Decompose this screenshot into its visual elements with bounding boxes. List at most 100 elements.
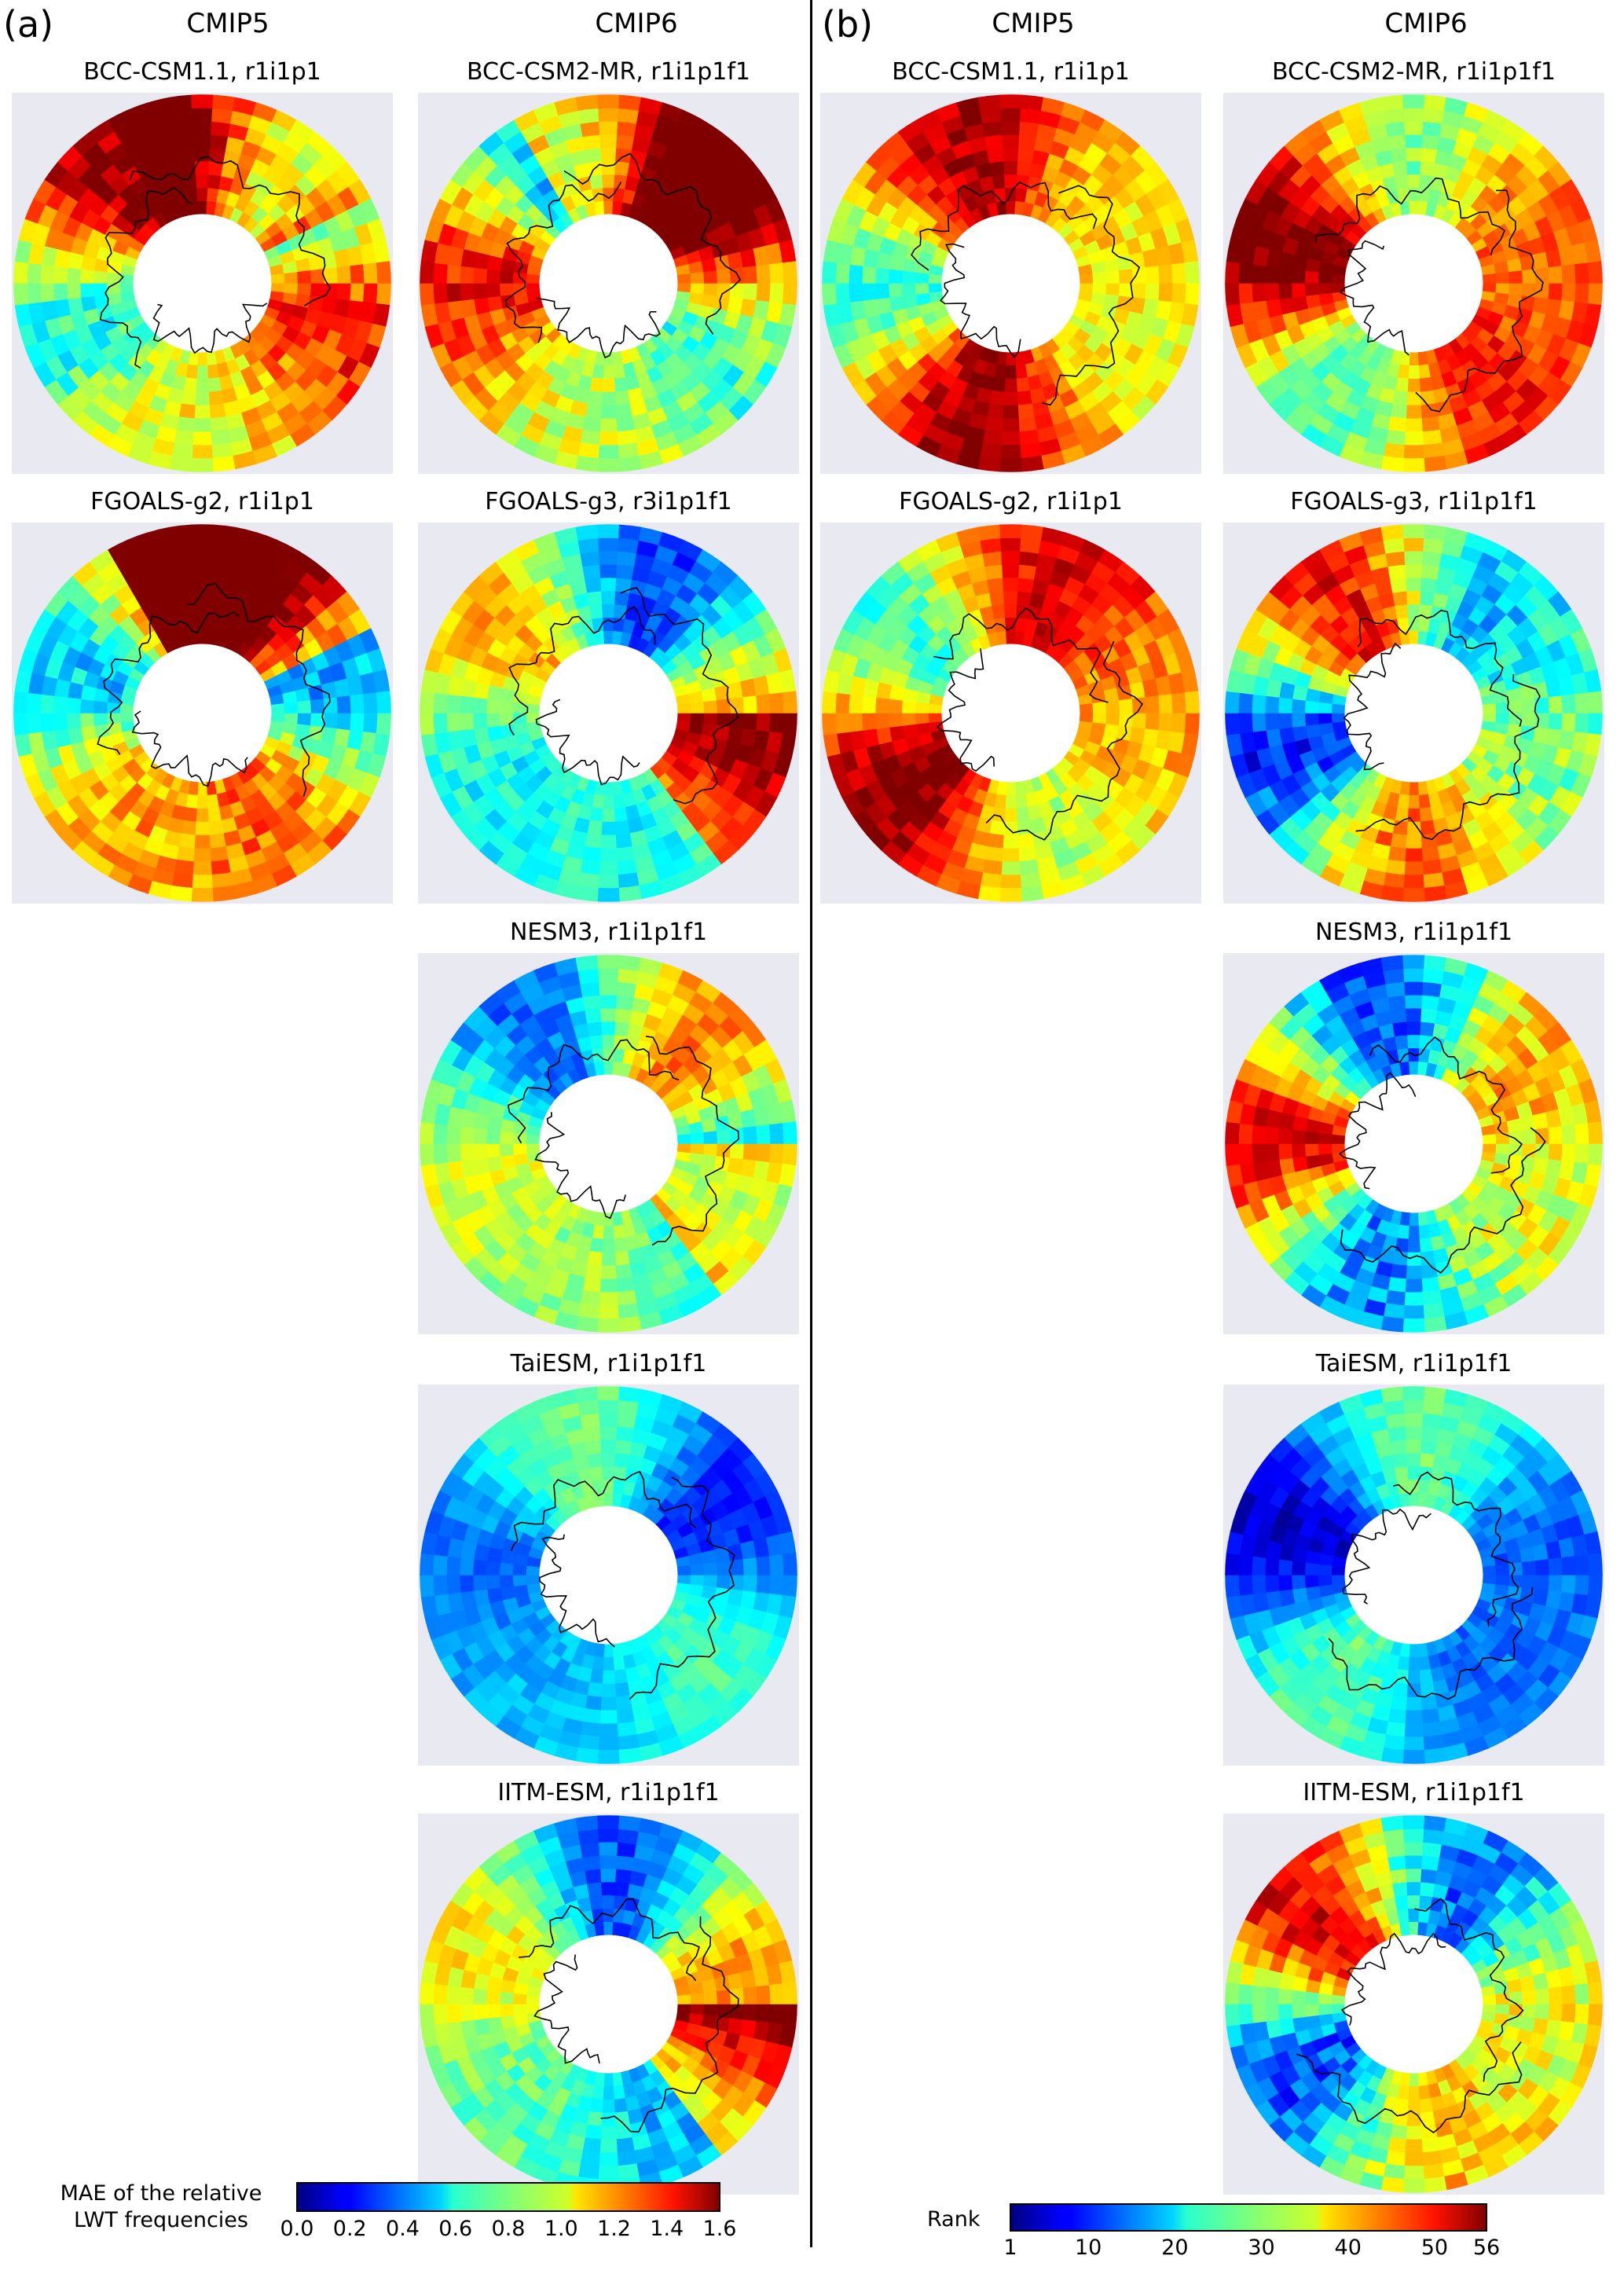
- a-polar-map: [418, 93, 799, 474]
- map-coastlines: [504, 152, 742, 359]
- colorbar-a: [296, 2182, 720, 2212]
- polar-map-canvas: [12, 523, 393, 904]
- polar-map-canvas: [1223, 953, 1604, 1334]
- map-grid-cells: [1225, 955, 1603, 1333]
- a-map-title: FGOALS-g3, r3i1p1f1: [485, 488, 732, 515]
- map-grid-cells: [1225, 524, 1603, 902]
- map-grid-cells: [13, 524, 391, 902]
- colorbar-a-tick-label: 1.6: [702, 2217, 737, 2241]
- map-coastlines: [519, 1898, 739, 2133]
- colorbar-b-tick-label: 56: [1472, 2235, 1501, 2260]
- b-polar-map: [820, 93, 1201, 474]
- colorbar-a-gradient: [296, 2182, 720, 2212]
- map-polar-hole: [539, 1506, 678, 1645]
- map-grid-cells: [1225, 1386, 1603, 1764]
- map-coastlines: [507, 1036, 739, 1246]
- map-coastlines: [97, 582, 331, 798]
- b-map-title: FGOALS-g3, r1i1p1f1: [1290, 488, 1538, 515]
- a-polar-map: [12, 523, 393, 904]
- map-grid-cells: [1225, 94, 1603, 472]
- colorbar-b-label: Rank: [927, 2207, 981, 2232]
- colorbar-b-tick-label: 1: [1003, 2235, 1017, 2260]
- map-grid-cells: [1225, 1815, 1603, 2193]
- b-map-title: IITM-ESM, r1i1p1f1: [1303, 1779, 1525, 1806]
- colorbar-b-tick-label: 10: [1074, 2235, 1102, 2260]
- column-header-a-cmip5: CMIP5: [186, 8, 269, 39]
- map-coastlines: [1328, 1471, 1534, 1700]
- polar-map-canvas: [1223, 93, 1604, 474]
- a-polar-map: [418, 1385, 799, 1766]
- b-map-title: TaiESM, r1i1p1f1: [1315, 1350, 1512, 1377]
- column-header-b-cmip5: CMIP5: [992, 8, 1075, 39]
- polar-map-canvas: [418, 93, 799, 474]
- map-polar-hole: [941, 214, 1080, 353]
- polar-map-canvas: [418, 953, 799, 1334]
- colorbar-a-label-line1: MAE of the relative: [60, 2181, 262, 2206]
- map-grid-cells: [822, 524, 1200, 902]
- map-coastlines: [933, 607, 1143, 841]
- b-polar-map: [820, 523, 1201, 904]
- colorbar-b-tick-label: 50: [1421, 2235, 1449, 2260]
- map-grid-cells: [420, 524, 797, 902]
- colorbar-a-tick-label: 1.0: [544, 2217, 578, 2241]
- polar-map-canvas: [1223, 1814, 1604, 2195]
- polar-map-canvas: [418, 523, 799, 904]
- map-coastlines: [911, 181, 1141, 406]
- map-polar-hole: [1344, 1074, 1483, 1213]
- map-coastlines: [1343, 609, 1541, 841]
- a-polar-map: [418, 953, 799, 1334]
- map-grid-cells: [822, 94, 1200, 472]
- panel-label-a: (a): [3, 3, 54, 46]
- map-polar-hole: [1344, 644, 1483, 783]
- colorbar-a-tick-label: 0.2: [332, 2217, 367, 2241]
- b-polar-map: [1223, 1814, 1604, 2195]
- a-map-title: NESM3, r1i1p1f1: [509, 919, 708, 946]
- b-map-title: FGOALS-g2, r1i1p1: [899, 488, 1123, 515]
- b-polar-map: [1223, 523, 1604, 904]
- map-polar-hole: [1344, 1935, 1483, 2074]
- colorbar-a-tick-label: 1.4: [650, 2217, 684, 2241]
- map-polar-hole: [539, 1935, 678, 2074]
- polar-map-canvas: [418, 1814, 799, 2195]
- map-polar-hole: [539, 214, 678, 353]
- map-grid-cells: [13, 94, 391, 472]
- polar-map-canvas: [12, 93, 393, 474]
- polar-map-canvas: [1223, 523, 1604, 904]
- b-map-title: BCC-CSM1.1, r1i1p1: [892, 58, 1130, 86]
- polar-map-canvas: [820, 93, 1201, 474]
- polar-map-canvas: [1223, 1385, 1604, 1766]
- map-coastlines: [99, 156, 332, 369]
- panel-divider: [810, 0, 812, 2247]
- map-grid-cells: [420, 94, 797, 472]
- colorbar-a-tick-label: 0.6: [438, 2217, 473, 2241]
- a-map-title: FGOALS-g2, r1i1p1: [90, 488, 314, 515]
- map-polar-hole: [133, 214, 272, 353]
- b-polar-map: [1223, 1385, 1604, 1766]
- a-polar-map: [418, 523, 799, 904]
- a-polar-map: [12, 93, 393, 474]
- map-grid-cells: [420, 955, 797, 1333]
- map-grid-cells: [420, 1386, 797, 1764]
- map-polar-hole: [1344, 1506, 1483, 1645]
- colorbar-b-gradient: [1010, 2203, 1487, 2232]
- polar-map-canvas: [418, 1385, 799, 1766]
- map-polar-hole: [133, 644, 272, 783]
- b-map-title: BCC-CSM2-MR, r1i1p1f1: [1272, 58, 1556, 86]
- colorbar-a-tick-label: 0.0: [280, 2217, 314, 2241]
- column-header-a-cmip6: CMIP6: [595, 8, 678, 39]
- colorbar-b: [1010, 2203, 1487, 2232]
- map-coastlines: [1338, 1036, 1546, 1274]
- colorbar-a-label-line2: LWT frequencies: [74, 2208, 248, 2232]
- b-polar-map: [1223, 93, 1604, 474]
- a-polar-map: [418, 1814, 799, 2195]
- a-map-title: TaiESM, r1i1p1f1: [510, 1350, 707, 1377]
- map-polar-hole: [941, 644, 1080, 783]
- colorbar-a-label: MAE of the relative LWT frequencies: [31, 2180, 291, 2234]
- a-map-title: BCC-CSM1.1, r1i1p1: [83, 58, 321, 86]
- map-coastlines: [1315, 177, 1544, 413]
- column-header-b-cmip6: CMIP6: [1384, 8, 1468, 39]
- panel-label-b: (b): [822, 3, 874, 46]
- map-polar-hole: [1344, 214, 1483, 353]
- map-coastlines: [1296, 1898, 1524, 2133]
- polar-map-canvas: [820, 523, 1201, 904]
